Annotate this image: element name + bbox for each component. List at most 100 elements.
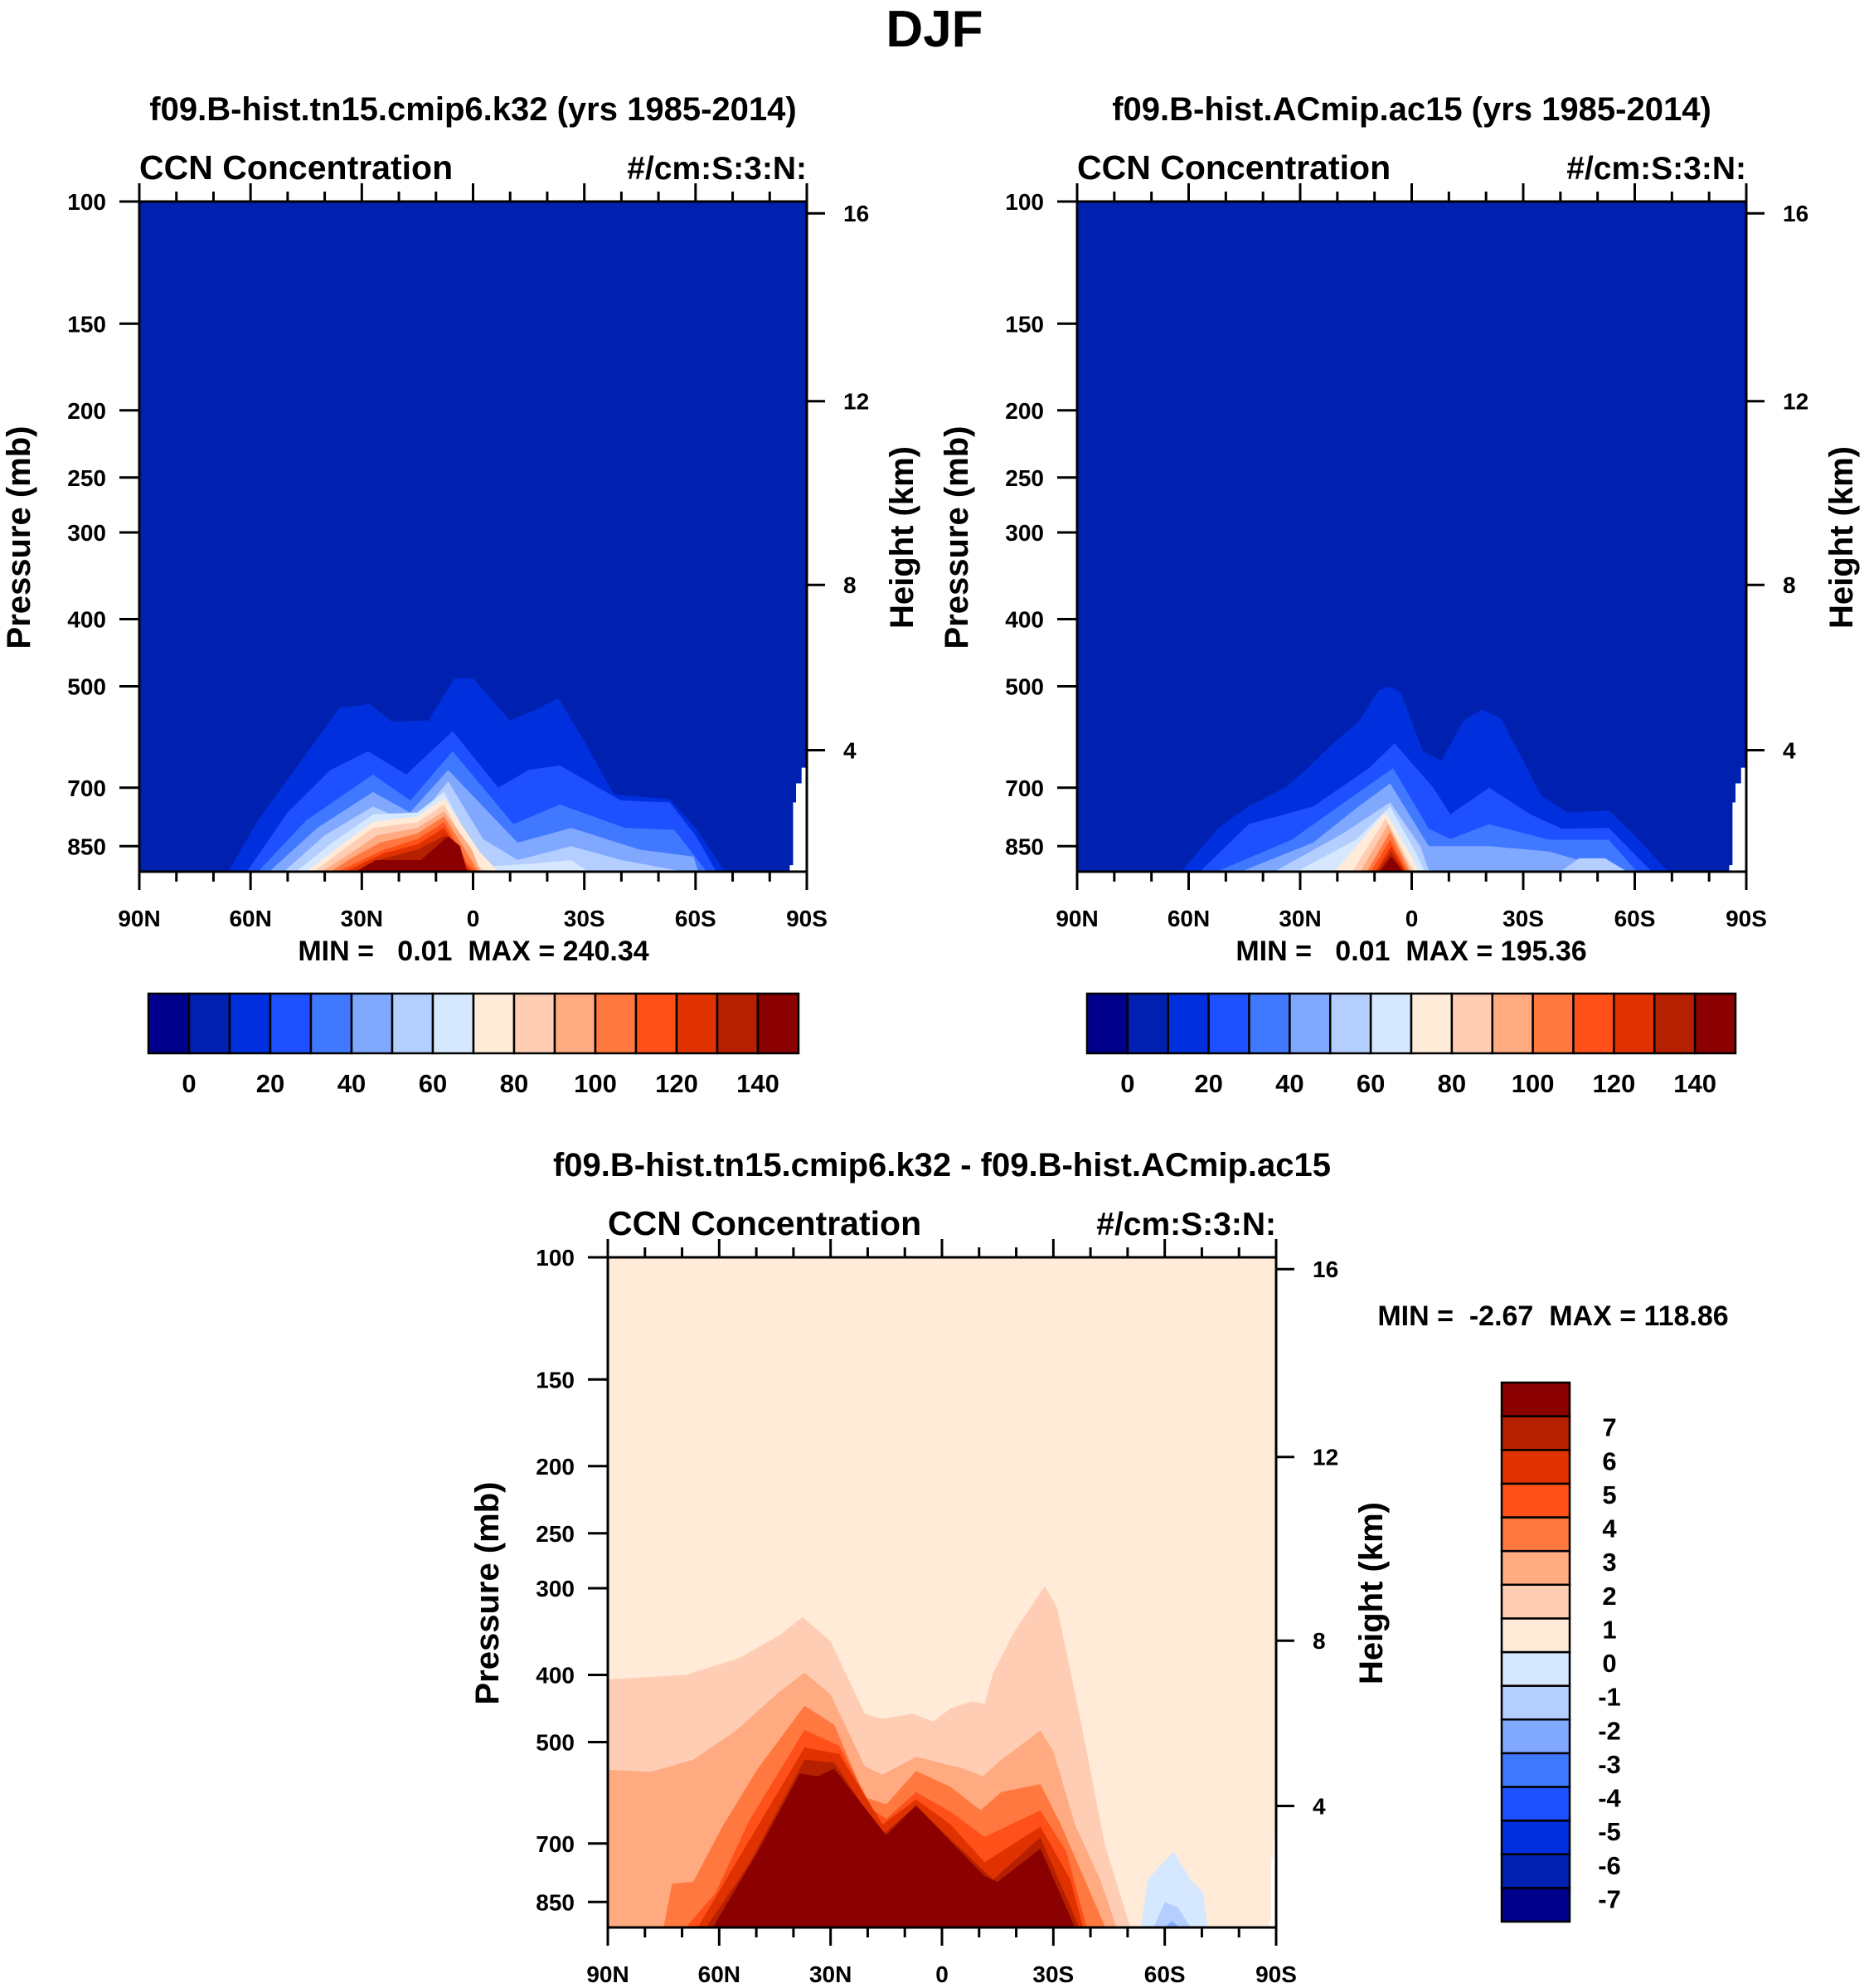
colorbar-box [1248,992,1291,1055]
height-tick-label: 4 [843,738,857,764]
missing-data-region [789,767,807,872]
y-tick-label: 100 [1005,189,1044,215]
colorbar-box [594,992,638,1055]
colorbar-box [1289,992,1332,1055]
panel-title: f09.B-hist.tn15.cmip6.k32 - f09.B-hist.A… [553,1147,1331,1184]
contour-level-5 [1164,1921,1180,1927]
colorbar-box [1500,1786,1571,1822]
colorbar: 0 20 40 60 80 100 120 140 [1085,992,1737,1098]
colorbar-label: 5 [1602,1480,1616,1509]
colorbar-label: 140 [736,1069,779,1098]
y-tick-label: 100 [536,1245,575,1271]
colorbar-label: -2 [1598,1716,1621,1745]
colorbar-label: 120 [655,1069,698,1098]
colorbar-box [187,992,231,1055]
y-tick-label: 150 [67,311,106,337]
colorbar-box [1500,1752,1571,1788]
colorbar-box [1329,992,1372,1055]
colorbar-label: 0 [1602,1649,1616,1678]
colorbar-box [1500,1381,1571,1417]
colorbar-label: 4 [1602,1514,1617,1543]
colorbar-box [1500,1684,1571,1721]
colorbar-box [1369,992,1413,1055]
colorbar-label: -5 [1598,1817,1621,1846]
x-tick-label: 30S [1032,1961,1074,1987]
x-tick-label: 30N [1279,906,1321,931]
x-tick-label: 60S [675,906,716,931]
x-tick-label: 30S [1502,906,1544,931]
height-tick-label: 8 [843,572,857,598]
y-tick-label: 700 [67,775,106,801]
height-tick-label: 16 [1783,201,1808,226]
y-tick-label: 200 [1005,398,1044,424]
colorbar-box [147,992,191,1055]
panel-title: f09.B-hist.ACmip.ac15 (yrs 1985-2014) [1112,91,1711,128]
y-tick-label: 400 [536,1663,575,1689]
colorbar-box [1126,992,1169,1055]
contour-field [608,1257,1276,1927]
colorbar-label: -3 [1598,1750,1621,1779]
y2-axis-label: Height (km) [1353,1502,1390,1684]
colorbar-box [1500,1482,1571,1519]
colorbar-box [1500,1718,1571,1755]
x-tick-label: 90S [1726,906,1767,931]
units-label: #/cm:S:3:N: [1566,151,1746,187]
height-tick-label: 16 [843,201,869,226]
colorbar-box [1500,1516,1571,1553]
colorbar-box [553,992,597,1055]
colorbar-label: 7 [1602,1413,1616,1442]
colorbar-label: 140 [1673,1069,1716,1098]
height-tick-label: 4 [1783,738,1796,764]
contour-level-6 [1153,1902,1191,1927]
colorbar-label: 0 [182,1069,196,1098]
colorbar-label: -6 [1598,1851,1621,1880]
panel-2: f09.B-hist.ACmip.ac15 (yrs 1985-2014) CCN… [939,91,1860,1098]
y-tick-label: 400 [1005,607,1044,633]
height-tick-label: 8 [1313,1628,1326,1654]
colorbar-label: 60 [419,1069,447,1098]
colorbar-box [1572,992,1615,1055]
x-tick-label: 90N [1056,906,1098,931]
colorbar: 0 20 40 60 80 100 120 140 [147,992,800,1098]
y-tick-label: 500 [536,1730,575,1756]
y-tick-label: 250 [1005,465,1044,491]
height-tick-label: 4 [1313,1794,1326,1820]
contour-level-7 [1141,1851,1208,1927]
colorbar-label: 40 [337,1069,366,1098]
colorbar-box [228,992,272,1055]
colorbar-label: 1 [1602,1615,1616,1644]
colorbar-box [1693,992,1737,1055]
variable-label: CCN Concentration [608,1204,921,1242]
colorbar-box [1500,1853,1571,1889]
y-tick-label: 300 [1005,520,1044,546]
colorbar-box [269,992,313,1055]
units-label: #/cm:S:3:N: [1096,1207,1276,1242]
colorbar-box [1500,1887,1571,1923]
contour-level-15 [1379,856,1404,872]
colorbar-box [1085,992,1129,1055]
colorbar-box [716,992,760,1055]
variable-label: CCN Concentration [1077,148,1391,187]
colorbar-box [472,992,516,1055]
colorbar-box [1500,1650,1571,1687]
colorbar-label: -1 [1598,1683,1621,1712]
x-tick-label: 60N [229,906,271,931]
x-tick-label: 60N [698,1961,740,1987]
colorbar-box [1207,992,1250,1055]
panel-1: f09.B-hist.tn15.cmip6.k32 (yrs 1985-2014… [1,91,920,1098]
contour-level-15 [357,836,468,872]
colorbar-box [1500,1617,1571,1654]
y-tick-label: 300 [536,1576,575,1602]
colorbar-box [1500,1583,1571,1620]
height-tick-label: 12 [1313,1445,1338,1470]
colorbar-box [675,992,719,1055]
contour-level-6 [1560,858,1628,872]
x-tick-label: 30N [809,1961,852,1987]
colorbar-box [512,992,556,1055]
y-tick-label: 500 [67,674,106,700]
colorbar-box [391,992,434,1055]
y-tick-label: 150 [536,1367,575,1393]
height-tick-label: 12 [1783,389,1808,415]
x-tick-label: 0 [1405,906,1419,931]
x-tick-label: 30N [341,906,383,931]
